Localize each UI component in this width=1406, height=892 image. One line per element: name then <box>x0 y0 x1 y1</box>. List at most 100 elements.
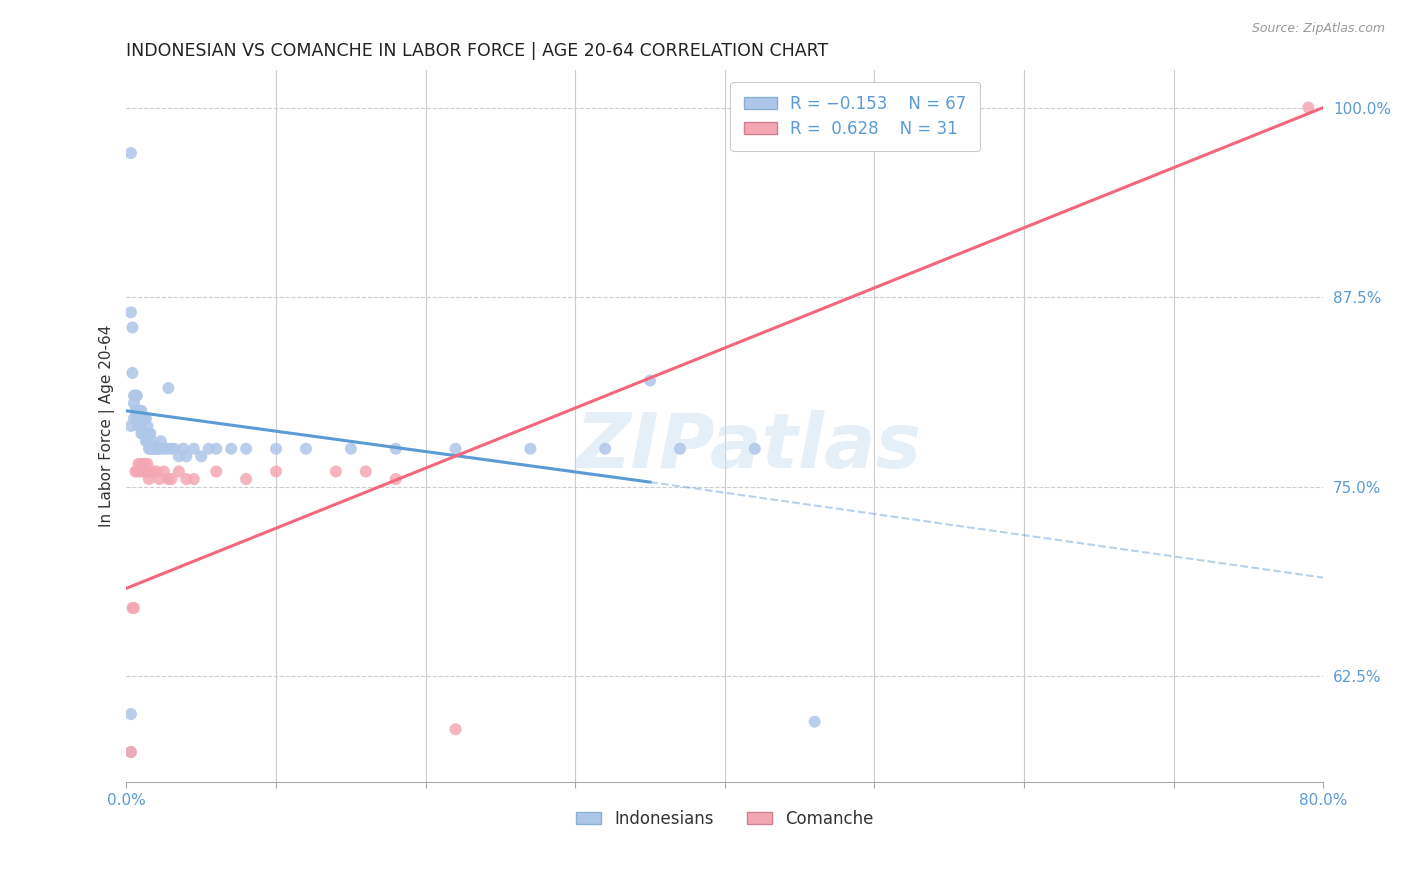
Point <box>205 465 228 479</box>
Point <box>122 396 145 410</box>
Point <box>149 434 172 449</box>
Point <box>744 442 766 456</box>
Point <box>384 442 406 456</box>
Point <box>127 404 149 418</box>
Y-axis label: In Labor Force | Age 20-64: In Labor Force | Age 20-64 <box>100 325 115 527</box>
Point <box>143 442 166 456</box>
Point <box>136 434 159 449</box>
Point <box>519 442 541 456</box>
Point <box>124 389 146 403</box>
Point <box>135 465 157 479</box>
Point <box>176 450 198 464</box>
Point <box>129 419 152 434</box>
Point <box>340 442 363 456</box>
Point <box>125 389 148 403</box>
Point <box>132 411 155 425</box>
Point <box>131 404 153 418</box>
Point <box>183 442 205 456</box>
Point <box>136 419 159 434</box>
Point <box>132 465 155 479</box>
Point <box>148 472 170 486</box>
Point <box>125 465 148 479</box>
Point <box>163 442 186 456</box>
Point <box>157 381 180 395</box>
Point <box>1298 101 1320 115</box>
Legend: Indonesians, Comanche: Indonesians, Comanche <box>569 804 880 835</box>
Point <box>444 442 467 456</box>
Point <box>167 450 190 464</box>
Point <box>295 442 318 456</box>
Point <box>124 404 146 418</box>
Point <box>235 442 257 456</box>
Point <box>136 457 159 471</box>
Point <box>125 404 148 418</box>
Point <box>325 465 347 479</box>
Point <box>135 411 157 425</box>
Point <box>593 442 616 456</box>
Point <box>153 442 176 456</box>
Point <box>122 389 145 403</box>
Point <box>127 457 149 471</box>
Point <box>121 366 143 380</box>
Point <box>444 723 467 737</box>
Point <box>129 404 152 418</box>
Point <box>160 442 183 456</box>
Point <box>138 472 160 486</box>
Point <box>146 442 169 456</box>
Point <box>125 411 148 425</box>
Point <box>219 442 242 456</box>
Point <box>145 465 167 479</box>
Point <box>139 442 162 456</box>
Point <box>120 419 142 434</box>
Point <box>183 472 205 486</box>
Point <box>135 434 157 449</box>
Point <box>127 411 149 425</box>
Point <box>134 426 156 441</box>
Point <box>134 457 156 471</box>
Point <box>132 426 155 441</box>
Point <box>156 442 179 456</box>
Point <box>142 465 165 479</box>
Point <box>124 465 146 479</box>
Point <box>142 442 165 456</box>
Point <box>129 465 152 479</box>
Point <box>205 442 228 456</box>
Point <box>160 472 183 486</box>
Point <box>145 442 167 456</box>
Point <box>131 411 153 425</box>
Point <box>120 707 142 722</box>
Point <box>139 426 162 441</box>
Point <box>354 465 377 479</box>
Point <box>638 374 661 388</box>
Point <box>157 472 180 486</box>
Point <box>803 714 825 729</box>
Point <box>138 426 160 441</box>
Point <box>264 465 287 479</box>
Point <box>167 465 190 479</box>
Point <box>131 457 153 471</box>
Point <box>122 411 145 425</box>
Point <box>172 442 194 456</box>
Point <box>153 465 176 479</box>
Text: INDONESIAN VS COMANCHE IN LABOR FORCE | AGE 20-64 CORRELATION CHART: INDONESIAN VS COMANCHE IN LABOR FORCE | … <box>127 42 828 60</box>
Point <box>120 745 142 759</box>
Text: ZIPatlas: ZIPatlas <box>576 410 922 484</box>
Point <box>120 305 142 319</box>
Point <box>131 426 153 441</box>
Point <box>148 442 170 456</box>
Point <box>197 442 219 456</box>
Point <box>127 419 149 434</box>
Point <box>139 465 162 479</box>
Point <box>120 745 142 759</box>
Point <box>121 601 143 615</box>
Point <box>384 472 406 486</box>
Point <box>669 442 692 456</box>
Point <box>122 601 145 615</box>
Point <box>264 442 287 456</box>
Point <box>176 472 198 486</box>
Point <box>120 146 142 161</box>
Point <box>134 411 156 425</box>
Point <box>141 434 163 449</box>
Point <box>138 442 160 456</box>
Point <box>235 472 257 486</box>
